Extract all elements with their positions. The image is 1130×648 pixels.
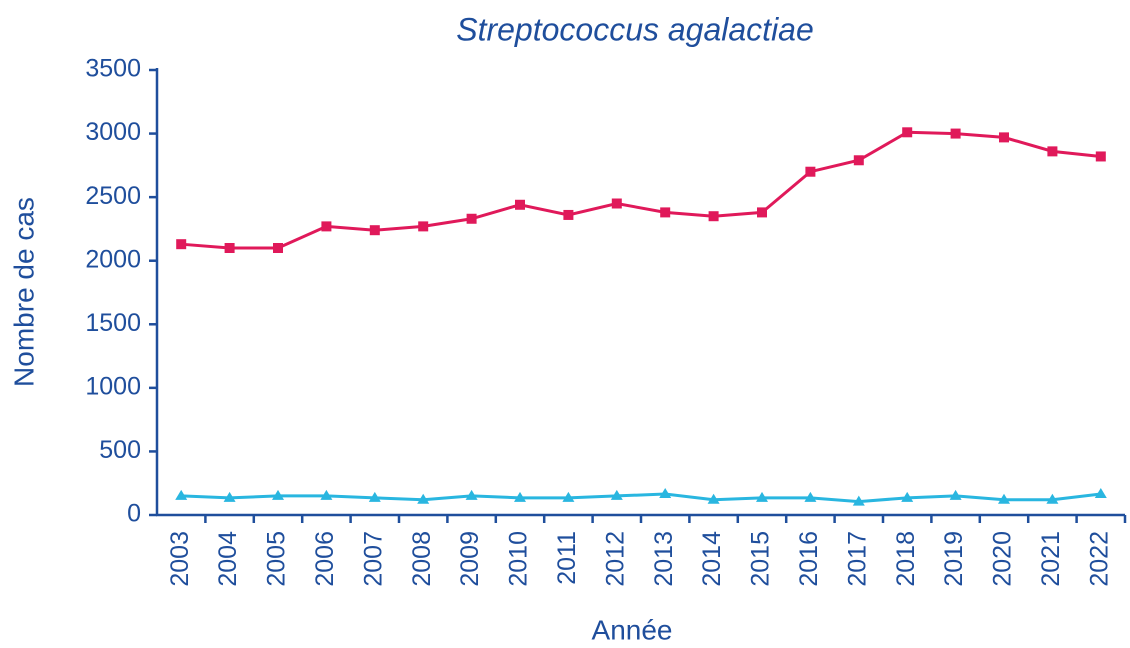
point-marker <box>514 491 526 502</box>
x-tick-label: 2016 <box>795 531 823 587</box>
y-tick-label: 3500 <box>85 55 141 83</box>
x-tick-label: 2018 <box>892 531 920 587</box>
point-marker <box>1046 493 1059 504</box>
y-tick-label: 2000 <box>85 245 141 273</box>
point-marker <box>417 493 430 504</box>
y-axis-label: Nombre de cas <box>8 197 39 387</box>
point-marker <box>999 132 1009 143</box>
point-marker <box>901 491 914 502</box>
x-tick-label: 2010 <box>505 531 533 587</box>
x-tick-label: 2013 <box>650 531 678 587</box>
series-line <box>181 492 1101 504</box>
x-tick-label: 2006 <box>311 531 339 587</box>
point-marker <box>852 495 865 506</box>
point-marker <box>902 127 913 138</box>
chart-title: Streptococcus agalactiae <box>456 11 814 47</box>
point-marker <box>805 166 816 177</box>
x-tick-label: 2019 <box>940 531 968 587</box>
point-marker <box>562 491 575 502</box>
point-marker <box>563 209 574 220</box>
point-marker <box>998 493 1010 504</box>
point-marker <box>949 489 962 500</box>
x-tick-label: 2012 <box>601 531 629 587</box>
point-marker <box>418 221 429 232</box>
y-tick-label: 500 <box>99 436 141 464</box>
y-tick-label: 0 <box>127 500 141 528</box>
point-marker <box>320 489 333 500</box>
x-tick-label: 2004 <box>214 531 242 587</box>
x-tick-label: 2015 <box>747 531 775 587</box>
point-marker <box>1047 146 1058 157</box>
y-tick-label: 1500 <box>85 309 141 337</box>
point-marker <box>465 489 478 500</box>
x-tick-label: 2014 <box>698 531 726 587</box>
point-marker <box>368 491 381 502</box>
y-tick-label: 1000 <box>85 372 141 400</box>
point-marker <box>1095 151 1106 162</box>
y-tick-label: 2500 <box>85 182 141 210</box>
point-marker <box>853 155 864 166</box>
point-marker <box>660 207 671 218</box>
x-tick-label: 2017 <box>843 531 871 587</box>
x-tick-label: 2020 <box>989 531 1017 587</box>
x-tick-label: 2007 <box>359 531 387 587</box>
point-marker <box>466 213 477 224</box>
x-tick-label: 2021 <box>1037 531 1065 587</box>
point-marker <box>272 489 284 500</box>
point-marker <box>176 239 187 250</box>
point-marker <box>273 243 283 253</box>
series-line <box>181 130 1101 250</box>
x-tick-label: 2008 <box>408 531 436 587</box>
point-marker <box>804 491 817 502</box>
x-axis-label: Année <box>592 614 673 645</box>
point-marker <box>515 199 525 210</box>
point-marker <box>757 207 767 218</box>
point-marker <box>659 488 672 499</box>
point-marker <box>1094 488 1107 499</box>
x-tick-label: 2005 <box>263 531 291 587</box>
point-marker <box>175 489 188 500</box>
point-marker <box>756 491 768 502</box>
point-marker <box>369 225 380 236</box>
point-marker <box>610 489 623 500</box>
point-marker <box>223 491 236 502</box>
x-tick-label: 2022 <box>1085 531 1113 587</box>
x-tick-label: 2003 <box>166 531 194 587</box>
y-tick-label: 3000 <box>85 118 141 146</box>
point-marker <box>224 243 235 253</box>
point-marker <box>611 198 622 209</box>
x-tick-label: 2011 <box>553 531 581 585</box>
point-marker <box>950 128 961 139</box>
point-marker <box>707 493 720 504</box>
point-marker <box>321 221 332 232</box>
point-marker <box>708 211 719 222</box>
x-tick-label: 2009 <box>456 531 484 587</box>
